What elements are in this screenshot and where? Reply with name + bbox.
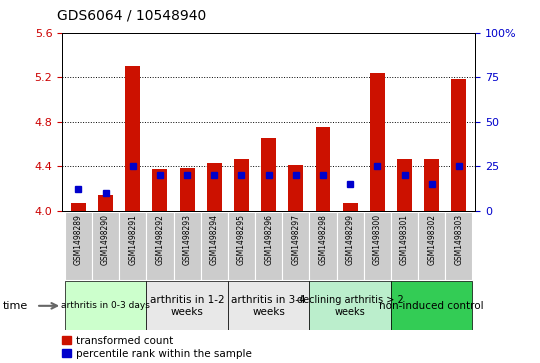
Text: GSM1498294: GSM1498294 bbox=[210, 215, 219, 265]
Bar bbox=[255, 212, 282, 280]
Text: GSM1498292: GSM1498292 bbox=[156, 215, 165, 265]
Bar bbox=[397, 159, 412, 211]
Bar bbox=[207, 163, 222, 211]
Bar bbox=[71, 203, 86, 211]
Text: GSM1498296: GSM1498296 bbox=[264, 215, 273, 265]
Text: arthritis in 1-2
weeks: arthritis in 1-2 weeks bbox=[150, 295, 225, 317]
Bar bbox=[180, 168, 194, 211]
Bar bbox=[424, 159, 439, 211]
Bar bbox=[65, 212, 92, 280]
Text: GSM1498297: GSM1498297 bbox=[291, 215, 300, 265]
Text: GSM1498291: GSM1498291 bbox=[129, 215, 137, 265]
Text: GSM1498302: GSM1498302 bbox=[427, 215, 436, 265]
Bar bbox=[146, 281, 228, 330]
Bar bbox=[173, 212, 201, 280]
Bar bbox=[228, 281, 309, 330]
Bar bbox=[65, 281, 146, 330]
Bar bbox=[92, 212, 119, 280]
Text: declining arthritis > 2
weeks: declining arthritis > 2 weeks bbox=[297, 295, 403, 317]
Legend: transformed count, percentile rank within the sample: transformed count, percentile rank withi… bbox=[62, 335, 252, 359]
Bar bbox=[234, 159, 249, 211]
Text: arthritis in 3-4
weeks: arthritis in 3-4 weeks bbox=[231, 295, 306, 317]
Bar bbox=[261, 138, 276, 211]
Text: GSM1498289: GSM1498289 bbox=[74, 215, 83, 265]
Text: GSM1498293: GSM1498293 bbox=[183, 215, 192, 265]
Text: GSM1498301: GSM1498301 bbox=[400, 215, 409, 265]
Bar bbox=[282, 212, 309, 280]
Text: GSM1498300: GSM1498300 bbox=[373, 215, 382, 265]
Text: GSM1498298: GSM1498298 bbox=[319, 215, 327, 265]
Text: GSM1498303: GSM1498303 bbox=[454, 215, 463, 265]
Bar bbox=[364, 212, 391, 280]
Text: GSM1498299: GSM1498299 bbox=[346, 215, 355, 265]
Bar bbox=[288, 165, 303, 211]
Bar bbox=[309, 212, 336, 280]
Bar bbox=[336, 212, 364, 280]
Text: non-induced control: non-induced control bbox=[380, 301, 484, 311]
Bar bbox=[343, 203, 357, 211]
Bar bbox=[228, 212, 255, 280]
Text: GSM1498290: GSM1498290 bbox=[101, 215, 110, 265]
Bar bbox=[309, 281, 391, 330]
Bar bbox=[98, 195, 113, 211]
Text: time: time bbox=[3, 301, 28, 311]
Bar bbox=[418, 212, 446, 280]
Bar bbox=[446, 212, 472, 280]
Bar bbox=[370, 73, 385, 211]
Text: GSM1498295: GSM1498295 bbox=[237, 215, 246, 265]
Bar bbox=[152, 170, 167, 211]
Bar bbox=[391, 281, 472, 330]
Bar bbox=[146, 212, 173, 280]
Text: arthritis in 0-3 days: arthritis in 0-3 days bbox=[61, 301, 150, 310]
Bar bbox=[201, 212, 228, 280]
Bar bbox=[315, 127, 330, 211]
Bar bbox=[451, 79, 467, 211]
Text: GDS6064 / 10548940: GDS6064 / 10548940 bbox=[57, 9, 206, 23]
Bar bbox=[125, 66, 140, 211]
Bar bbox=[119, 212, 146, 280]
Bar bbox=[391, 212, 418, 280]
